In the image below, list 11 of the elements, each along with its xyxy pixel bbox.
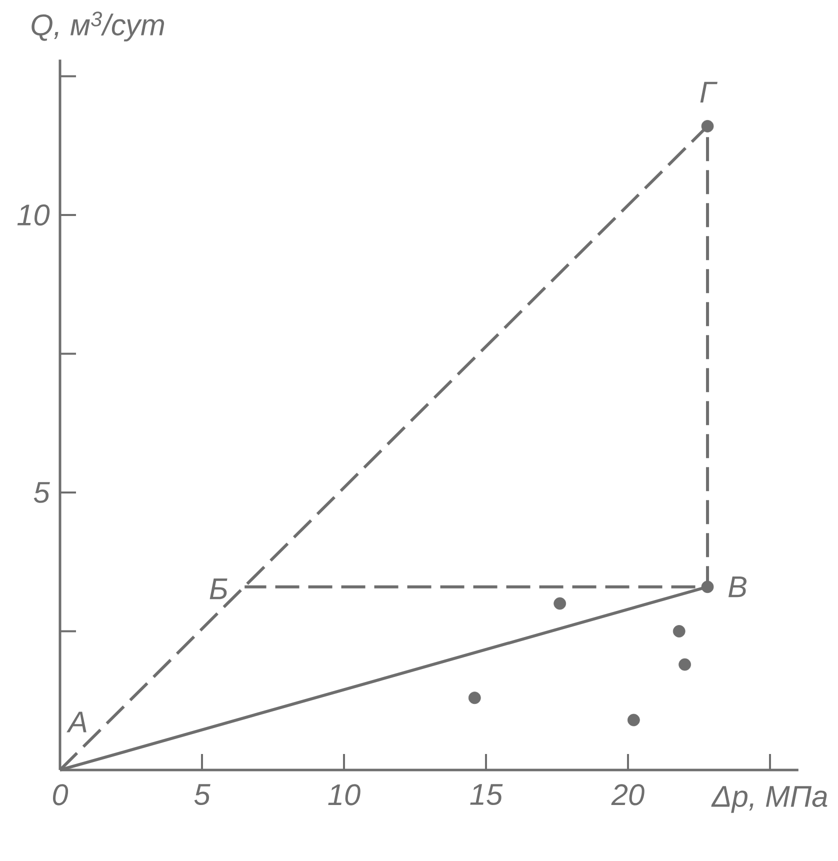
annotation: В xyxy=(728,576,746,598)
annotation: Г xyxy=(700,82,718,102)
y-axis-title: Q, м$^{3}$/сут xyxy=(32,12,164,42)
x-tick-label: 5 xyxy=(194,784,210,806)
x-tick-label: 10 xyxy=(328,784,360,806)
annotation: Б xyxy=(210,578,228,600)
x-tick-label: 0 xyxy=(52,784,68,806)
annotation: А xyxy=(66,712,86,732)
x-tick-label: 15 xyxy=(470,784,503,806)
x-axis-title: Δp, МПа xyxy=(711,786,828,813)
x-tick-label: 20 xyxy=(611,784,644,806)
